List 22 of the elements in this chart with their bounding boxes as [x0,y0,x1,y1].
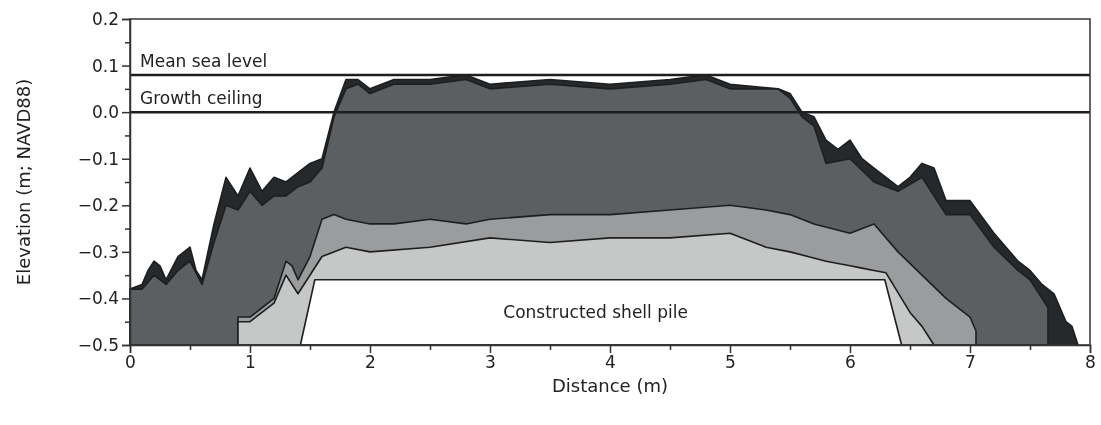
y-tick-label: −0.4 [77,288,119,309]
x-tick-label: 8 [1085,352,1096,373]
x-tick-label: 4 [605,352,616,373]
y-tick-label: −0.3 [77,241,119,262]
ref-line-label: Mean sea level [140,50,268,71]
y-tick-label: −0.5 [77,334,119,355]
x-tick-label: 3 [485,352,496,373]
x-tick-label: 0 [125,352,136,373]
ref-line-label: Growth ceiling [140,88,263,109]
y-axis-title: Elevation (m; NAVD88) [13,78,34,286]
x-tick-label: 6 [845,352,856,373]
annotation: Constructed shell pile [503,302,688,322]
x-tick-label: 1 [245,352,256,373]
y-tick-label: −0.2 [77,195,119,216]
y-tick-label: 0.2 [91,8,119,29]
x-tick-label: 5 [725,352,736,373]
x-tick-label: 2 [365,352,376,373]
y-tick-label: 0.1 [91,55,119,76]
x-axis-title: Distance (m) [551,375,669,396]
y-tick-label: −0.1 [77,148,119,169]
y-tick-label: 0.0 [91,102,119,123]
x-tick-label: 7 [965,352,976,373]
